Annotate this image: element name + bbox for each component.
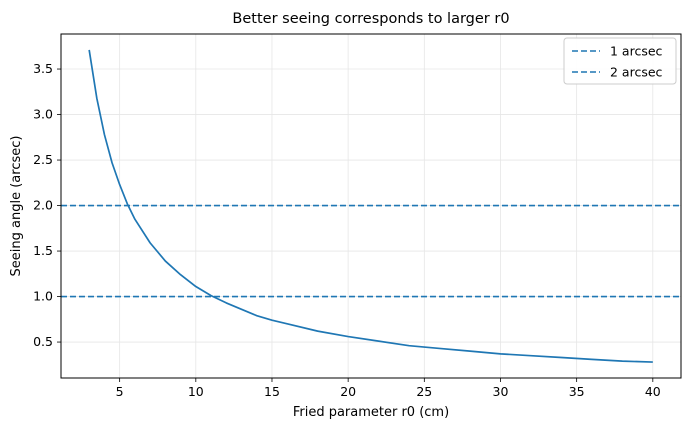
legend-label: 2 arcsec [610, 65, 663, 80]
y-tick-label: 1.0 [33, 289, 53, 304]
y-tick-label: 2.5 [33, 152, 53, 167]
x-tick-label: 10 [188, 384, 204, 399]
x-tick-label: 40 [645, 384, 661, 399]
chart-title: Better seeing corresponds to larger r0 [232, 11, 509, 27]
plot-frame [60, 33, 682, 379]
y-tick-label: 0.5 [33, 334, 53, 349]
y-tick-label: 1.5 [33, 243, 53, 258]
y-axis-ticks: 0.5 1.0 1.5 2.0 2.5 3.0 3.5 [33, 61, 61, 349]
y-tick-label: 3.5 [33, 61, 53, 76]
x-tick-label: 25 [416, 384, 432, 399]
x-axis-label: Fried parameter r0 (cm) [293, 405, 449, 420]
y-tick-label: 3.0 [33, 107, 53, 122]
x-tick-label: 30 [493, 384, 509, 399]
x-tick-label: 35 [569, 384, 585, 399]
reference-lines [61, 204, 681, 298]
x-tick-label: 5 [116, 384, 124, 399]
y-axis-label: Seeing angle (arcsec) [9, 136, 24, 277]
y-tick-label: 2.0 [33, 198, 53, 213]
data-series [88, 49, 653, 363]
x-tick-label: 20 [340, 384, 356, 399]
seeing-curve [88, 49, 653, 363]
legend: 1 arcsec 2 arcsec [563, 37, 677, 85]
x-axis-ticks: 5 10 15 20 25 30 35 40 [116, 378, 661, 399]
x-tick-label: 15 [264, 384, 280, 399]
legend-label: 1 arcsec [610, 44, 663, 59]
